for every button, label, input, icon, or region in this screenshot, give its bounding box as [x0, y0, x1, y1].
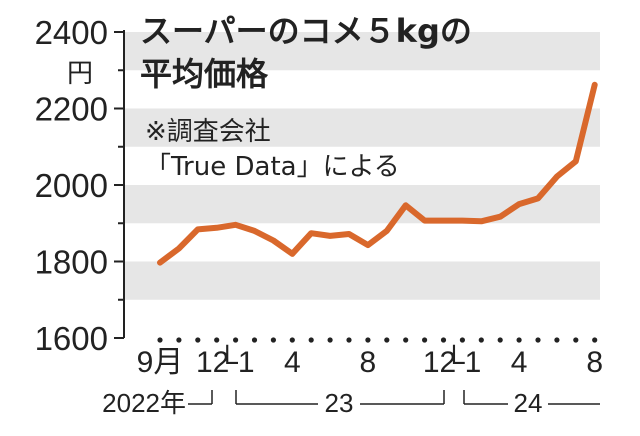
x-month-dot [289, 337, 295, 343]
year-label-2024: 24 [514, 388, 543, 418]
x-month-label: 4 [511, 346, 528, 379]
y-tick-label: 2200 [35, 91, 108, 128]
x-month-label: 4 [284, 346, 301, 379]
x-month-label: 9月 [137, 346, 184, 379]
x-month-dot [459, 337, 465, 343]
x-month-label: 8 [360, 346, 377, 379]
x-month-dot [516, 337, 522, 343]
grid-band [124, 261, 600, 300]
x-month-label: 12 [423, 346, 456, 379]
y-tick-label: 2000 [35, 167, 108, 204]
x-month-dot [214, 337, 220, 343]
x-month-dot [270, 337, 276, 343]
chart-title-line1: スーパーのコメ５kgの [140, 12, 472, 50]
x-month-dot [592, 337, 598, 343]
year-label-2023: 23 [325, 388, 354, 418]
x-month-dot [497, 337, 503, 343]
y-tick-label: 1800 [35, 244, 108, 281]
y-tick-labels: 2400 2200 2000 1800 1600 [35, 14, 108, 357]
price-line [157, 81, 598, 266]
price-line-group [157, 81, 598, 266]
grid-band [124, 32, 600, 71]
x-month-dot [365, 337, 371, 343]
y-tick-label: 2400 [35, 14, 108, 51]
x-month-dot [157, 337, 163, 343]
y-unit-label: 円 [67, 59, 93, 89]
x-month-label: 12 [196, 346, 229, 379]
y-axis [114, 30, 125, 339]
x-month-dot [346, 337, 352, 343]
source-note-line2: 「True Data」による [145, 152, 400, 182]
chart-title-line2: 平均価格 [140, 55, 269, 93]
year-label-2022: 2022年 [102, 388, 186, 418]
x-month-dot [327, 337, 333, 343]
x-month-dot [573, 337, 579, 343]
x-month-dots [157, 337, 598, 343]
x-month-label: └1 [443, 344, 481, 379]
x-month-dot [440, 337, 447, 343]
x-month-dot [195, 337, 201, 343]
y-tick-label: 1600 [35, 320, 108, 357]
x-month-label: 8 [586, 346, 603, 379]
x-month-dot [233, 337, 239, 343]
x-month-labels: 9月 12└1 4 8 12└1 4 8 [137, 344, 603, 379]
x-month-dot [535, 337, 541, 343]
x-month-dot [308, 337, 314, 343]
x-month-dot [422, 337, 428, 343]
x-month-dot [384, 337, 390, 343]
x-month-dot [251, 337, 258, 343]
x-month-dot [403, 337, 409, 343]
x-year-labels: 2022年 23 24 [102, 388, 600, 418]
x-month-dot [176, 337, 182, 343]
x-month-dot [478, 337, 484, 343]
grid-band [124, 108, 600, 147]
x-month-label: └1 [217, 344, 255, 379]
x-month-dot [554, 337, 560, 343]
source-note-line1: ※調査会社 [145, 117, 271, 147]
